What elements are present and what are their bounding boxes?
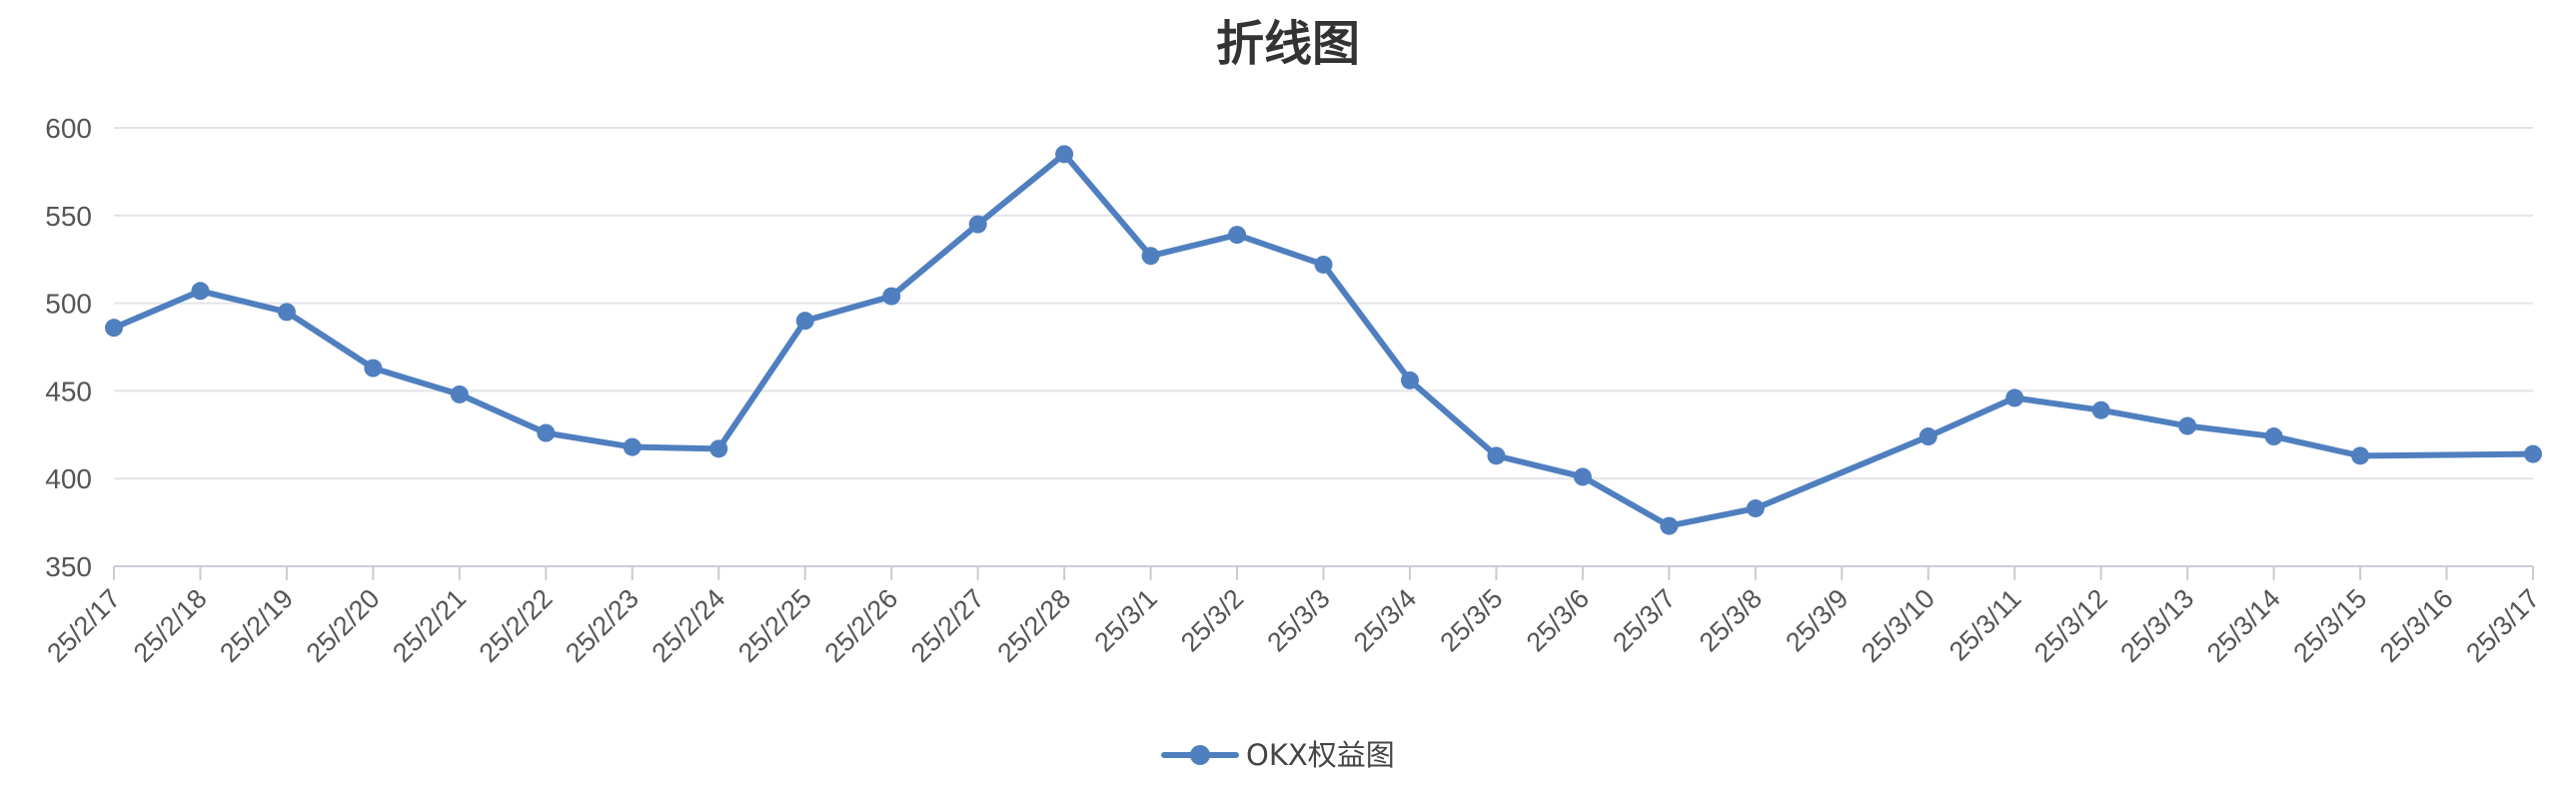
data-point[interactable] [2005,389,2024,407]
legend-label: OKX权益图 [1246,738,1395,772]
y-tick-label: 450 [45,376,92,406]
data-point[interactable] [1055,145,1074,164]
y-tick-label: 550 [45,201,92,232]
data-point[interactable] [1228,226,1247,245]
y-axis-ticks: 350 400 450 500 550 600 [45,113,92,582]
data-point[interactable] [709,439,728,458]
x-tick-label: 25/3/12 [2028,583,2113,668]
y-tick-label: 600 [45,113,92,144]
x-tick-label: 25/3/8 [1694,583,1768,657]
x-tick-label: 25/2/24 [646,583,731,668]
x-tick-label: 25/2/19 [214,583,299,668]
x-tick-label: 25/2/26 [819,583,904,668]
legend[interactable]: OKX权益图 [1161,738,1395,772]
x-tick-label: 25/3/1 [1089,583,1163,657]
x-tick-label: 25/2/17 [41,583,126,668]
data-point[interactable] [2524,444,2542,463]
x-tick-label: 25/3/15 [2287,583,2372,668]
data-point[interactable] [2178,416,2197,435]
data-point[interactable] [795,312,814,331]
data-point[interactable] [1314,255,1333,274]
data-point[interactable] [1141,247,1160,266]
x-tick-label: 25/3/16 [2374,583,2459,668]
data-point[interactable] [2351,446,2370,465]
data-point[interactable] [1573,467,1592,486]
data-point[interactable] [537,423,556,442]
x-tick-label: 25/2/18 [128,583,213,668]
series-line [111,151,2536,529]
x-tick-label: 25/2/21 [387,583,472,668]
x-tick-label: 25/3/6 [1521,583,1595,657]
data-point[interactable] [1660,516,1679,535]
x-tick-label: 25/3/2 [1175,583,1249,657]
x-tick-label: 25/2/22 [474,583,559,668]
y-tick-label: 400 [45,463,92,494]
data-point[interactable] [364,359,383,378]
legend-marker [1190,745,1210,765]
x-tick-label: 25/3/11 [1943,583,2027,667]
y-tick-label: 500 [45,289,92,320]
data-point[interactable] [1919,427,1937,446]
chart-title: 折线图 [1216,16,1360,72]
data-point[interactable] [1487,446,1506,465]
axis-layer [113,565,2534,580]
data-point[interactable] [882,287,901,306]
data-point[interactable] [2264,427,2283,446]
x-tick-label: 25/3/10 [1856,583,1940,668]
x-tick-label: 25/2/23 [560,583,644,668]
x-tick-label: 25/3/3 [1261,583,1335,657]
grid-layer [114,127,2533,480]
x-tick-label: 25/3/4 [1348,583,1422,657]
data-point[interactable] [623,437,642,456]
data-point[interactable] [968,215,987,234]
data-point[interactable] [1746,499,1765,518]
x-tick-label: 25/2/27 [905,583,990,668]
x-tick-label: 25/2/25 [732,583,817,668]
y-tick-label: 350 [45,551,92,582]
x-tick-label: 25/3/9 [1780,583,1854,657]
x-tick-label: 25/3/5 [1434,583,1508,657]
x-tick-label: 25/3/7 [1607,583,1681,657]
x-tick-label: 25/3/14 [2201,583,2286,668]
x-axis-ticks: 25/2/17 25/2/18 25/2/19 25/2/20 25/2/21 25/2/… [41,583,2545,668]
x-tick-label: 25/3/17 [2460,583,2545,668]
data-point[interactable] [450,385,469,403]
series-layer [105,145,2542,535]
data-point[interactable] [191,282,210,301]
data-point[interactable] [277,303,296,322]
x-tick-label: 25/2/20 [301,583,386,668]
data-point[interactable] [105,319,123,338]
x-tick-label: 25/3/13 [2114,583,2199,668]
data-point[interactable] [1400,371,1419,390]
x-tick-label: 25/2/28 [991,583,1076,668]
data-point[interactable] [2091,400,2110,419]
